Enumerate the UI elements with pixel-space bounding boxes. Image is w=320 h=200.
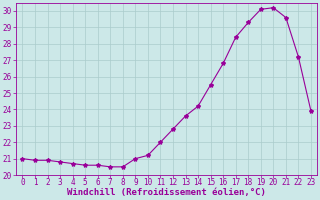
X-axis label: Windchill (Refroidissement éolien,°C): Windchill (Refroidissement éolien,°C) [67, 188, 266, 197]
